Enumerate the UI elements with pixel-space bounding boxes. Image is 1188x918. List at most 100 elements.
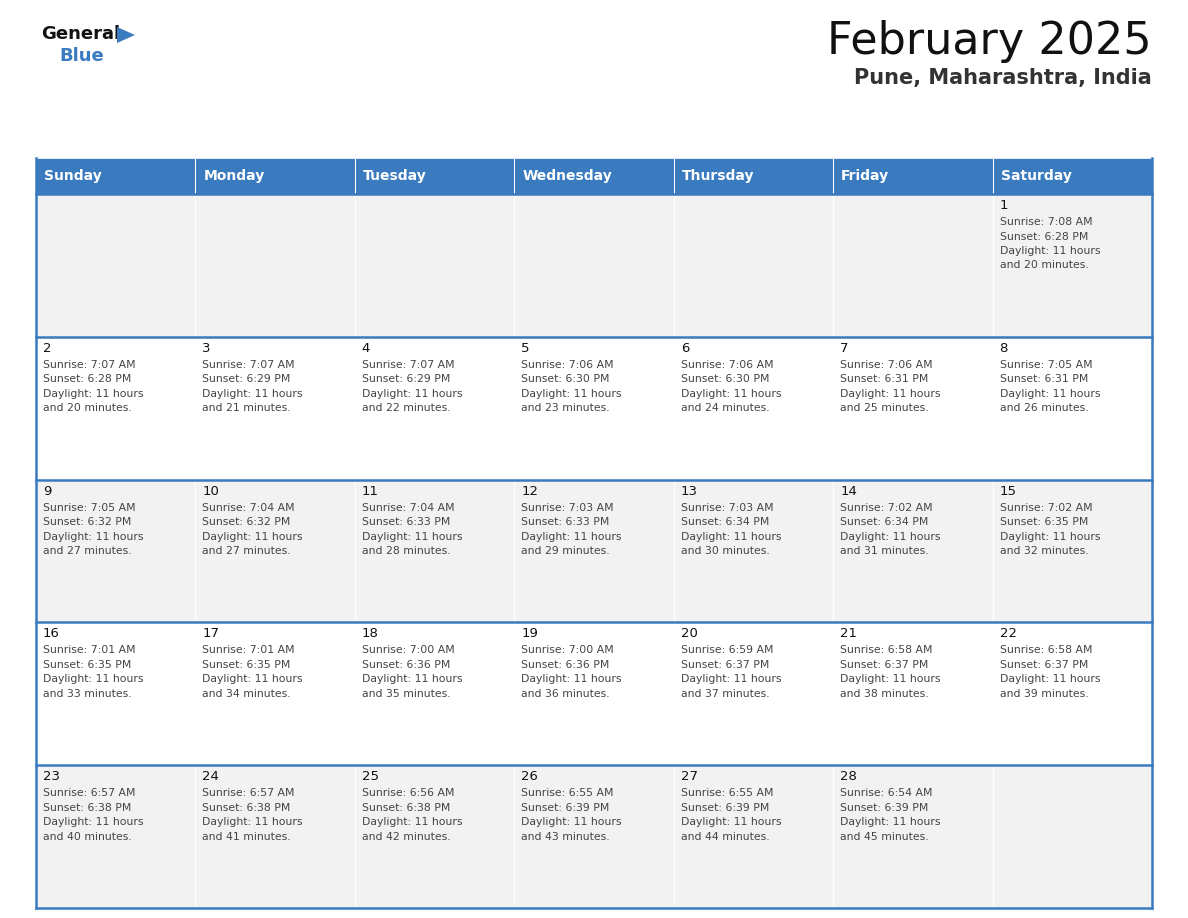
Text: Thursday: Thursday	[682, 169, 754, 183]
Text: Sunset: 6:28 PM: Sunset: 6:28 PM	[999, 231, 1088, 241]
Text: Sunset: 6:30 PM: Sunset: 6:30 PM	[522, 375, 609, 385]
Text: Sunset: 6:30 PM: Sunset: 6:30 PM	[681, 375, 769, 385]
Text: Saturday: Saturday	[1000, 169, 1072, 183]
Text: and 44 minutes.: and 44 minutes.	[681, 832, 770, 842]
Text: General: General	[42, 25, 120, 43]
Text: and 27 minutes.: and 27 minutes.	[43, 546, 132, 556]
Text: and 36 minutes.: and 36 minutes.	[522, 688, 609, 699]
Text: Sunset: 6:38 PM: Sunset: 6:38 PM	[202, 802, 291, 812]
Text: Sunrise: 6:58 AM: Sunrise: 6:58 AM	[999, 645, 1092, 655]
Text: and 26 minutes.: and 26 minutes.	[999, 403, 1088, 413]
Text: Sunset: 6:32 PM: Sunset: 6:32 PM	[202, 517, 291, 527]
Text: February 2025: February 2025	[827, 20, 1152, 63]
Text: 10: 10	[202, 485, 220, 498]
Text: Daylight: 11 hours: Daylight: 11 hours	[362, 532, 462, 542]
Bar	[833, 158, 992, 194]
Text: Sunrise: 7:06 AM: Sunrise: 7:06 AM	[522, 360, 614, 370]
Text: 12: 12	[522, 485, 538, 498]
Text: Sunset: 6:36 PM: Sunset: 6:36 PM	[522, 660, 609, 670]
Text: and 35 minutes.: and 35 minutes.	[362, 688, 450, 699]
Text: and 31 minutes.: and 31 minutes.	[840, 546, 929, 556]
Text: Daylight: 11 hours: Daylight: 11 hours	[43, 817, 144, 827]
Text: Sunday: Sunday	[44, 169, 102, 183]
Text: Sunset: 6:33 PM: Sunset: 6:33 PM	[362, 517, 450, 527]
Text: Tuesday: Tuesday	[362, 169, 426, 183]
Text: Daylight: 11 hours: Daylight: 11 hours	[681, 817, 782, 827]
Bar	[36, 622, 1152, 766]
Text: Sunrise: 6:57 AM: Sunrise: 6:57 AM	[43, 789, 135, 798]
Text: 13: 13	[681, 485, 697, 498]
Text: Daylight: 11 hours: Daylight: 11 hours	[522, 675, 621, 685]
Text: Sunrise: 7:07 AM: Sunrise: 7:07 AM	[362, 360, 455, 370]
Text: and 20 minutes.: and 20 minutes.	[43, 403, 132, 413]
Bar	[36, 158, 196, 194]
Text: 28: 28	[840, 770, 857, 783]
Text: 5: 5	[522, 341, 530, 354]
Text: and 23 minutes.: and 23 minutes.	[522, 403, 609, 413]
Text: Daylight: 11 hours: Daylight: 11 hours	[999, 532, 1100, 542]
Bar	[674, 158, 833, 194]
Text: and 42 minutes.: and 42 minutes.	[362, 832, 450, 842]
Text: Daylight: 11 hours: Daylight: 11 hours	[681, 532, 782, 542]
Text: Sunrise: 7:03 AM: Sunrise: 7:03 AM	[681, 502, 773, 512]
Text: 25: 25	[362, 770, 379, 783]
Text: Daylight: 11 hours: Daylight: 11 hours	[43, 675, 144, 685]
Text: 20: 20	[681, 627, 697, 641]
Text: and 37 minutes.: and 37 minutes.	[681, 688, 770, 699]
Text: 11: 11	[362, 485, 379, 498]
Text: 7: 7	[840, 341, 848, 354]
Text: Sunrise: 7:04 AM: Sunrise: 7:04 AM	[202, 502, 295, 512]
Text: and 30 minutes.: and 30 minutes.	[681, 546, 770, 556]
Text: Daylight: 11 hours: Daylight: 11 hours	[202, 675, 303, 685]
Text: Sunset: 6:37 PM: Sunset: 6:37 PM	[681, 660, 769, 670]
Text: Sunset: 6:36 PM: Sunset: 6:36 PM	[362, 660, 450, 670]
Text: Sunrise: 6:56 AM: Sunrise: 6:56 AM	[362, 789, 454, 798]
Text: Daylight: 11 hours: Daylight: 11 hours	[840, 532, 941, 542]
Text: Sunrise: 7:02 AM: Sunrise: 7:02 AM	[840, 502, 933, 512]
Text: Sunrise: 7:00 AM: Sunrise: 7:00 AM	[362, 645, 455, 655]
Text: Sunrise: 7:01 AM: Sunrise: 7:01 AM	[202, 645, 295, 655]
Polygon shape	[116, 27, 135, 43]
Text: 21: 21	[840, 627, 858, 641]
Text: 18: 18	[362, 627, 379, 641]
Text: and 21 minutes.: and 21 minutes.	[202, 403, 291, 413]
Text: Daylight: 11 hours: Daylight: 11 hours	[202, 817, 303, 827]
Text: and 24 minutes.: and 24 minutes.	[681, 403, 770, 413]
Text: Sunset: 6:29 PM: Sunset: 6:29 PM	[202, 375, 291, 385]
Text: 14: 14	[840, 485, 857, 498]
Text: Sunset: 6:39 PM: Sunset: 6:39 PM	[840, 802, 929, 812]
Text: 3: 3	[202, 341, 211, 354]
Text: Daylight: 11 hours: Daylight: 11 hours	[362, 817, 462, 827]
Text: 16: 16	[43, 627, 59, 641]
Bar	[196, 158, 355, 194]
Text: Sunset: 6:34 PM: Sunset: 6:34 PM	[840, 517, 929, 527]
Bar	[36, 337, 1152, 479]
Text: 6: 6	[681, 341, 689, 354]
Text: and 25 minutes.: and 25 minutes.	[840, 403, 929, 413]
Text: 8: 8	[999, 341, 1007, 354]
Text: Daylight: 11 hours: Daylight: 11 hours	[840, 675, 941, 685]
Text: Sunrise: 7:02 AM: Sunrise: 7:02 AM	[999, 502, 1092, 512]
Text: 27: 27	[681, 770, 697, 783]
Text: Daylight: 11 hours: Daylight: 11 hours	[681, 389, 782, 398]
Bar	[36, 766, 1152, 908]
Text: Sunrise: 7:00 AM: Sunrise: 7:00 AM	[522, 645, 614, 655]
Text: and 41 minutes.: and 41 minutes.	[202, 832, 291, 842]
Text: Sunset: 6:35 PM: Sunset: 6:35 PM	[202, 660, 291, 670]
Text: Daylight: 11 hours: Daylight: 11 hours	[43, 532, 144, 542]
Text: 9: 9	[43, 485, 51, 498]
Text: Sunset: 6:31 PM: Sunset: 6:31 PM	[999, 375, 1088, 385]
Text: Monday: Monday	[203, 169, 265, 183]
Text: and 33 minutes.: and 33 minutes.	[43, 688, 132, 699]
Text: Sunset: 6:34 PM: Sunset: 6:34 PM	[681, 517, 769, 527]
Text: Friday: Friday	[841, 169, 890, 183]
Text: Daylight: 11 hours: Daylight: 11 hours	[522, 389, 621, 398]
Text: Sunrise: 7:06 AM: Sunrise: 7:06 AM	[840, 360, 933, 370]
Text: and 45 minutes.: and 45 minutes.	[840, 832, 929, 842]
Text: Sunrise: 6:55 AM: Sunrise: 6:55 AM	[681, 789, 773, 798]
Text: Sunset: 6:38 PM: Sunset: 6:38 PM	[362, 802, 450, 812]
Text: and 40 minutes.: and 40 minutes.	[43, 832, 132, 842]
Text: Sunset: 6:31 PM: Sunset: 6:31 PM	[840, 375, 929, 385]
Text: Daylight: 11 hours: Daylight: 11 hours	[522, 532, 621, 542]
Text: and 29 minutes.: and 29 minutes.	[522, 546, 609, 556]
